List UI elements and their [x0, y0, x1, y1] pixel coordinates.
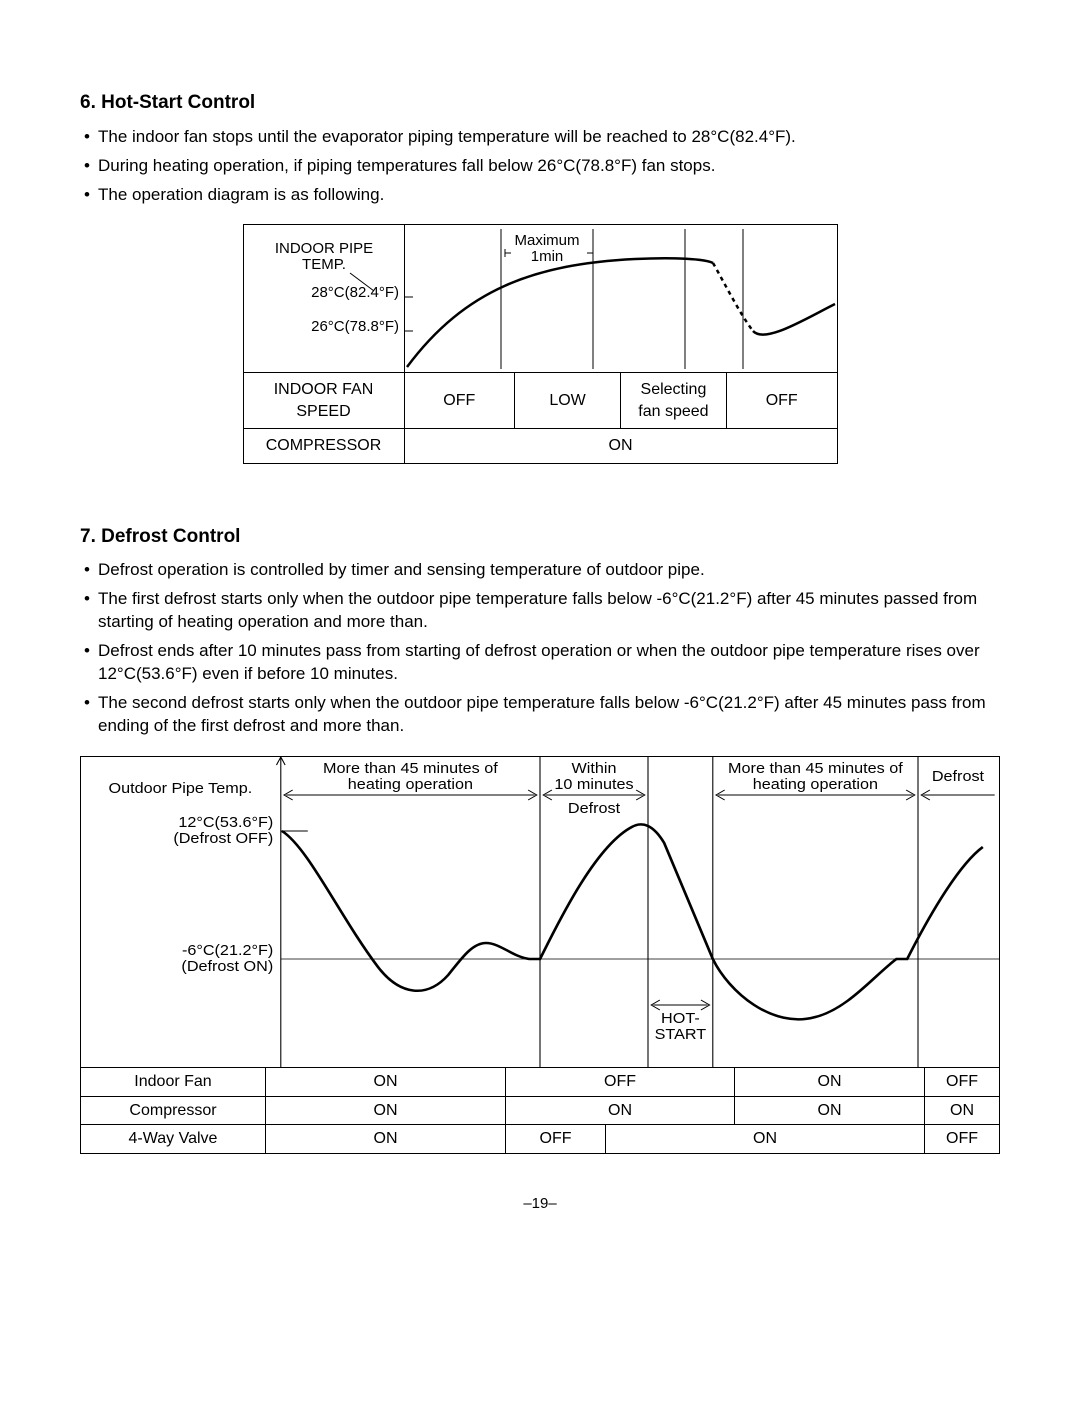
- svg-text:More than 45 minutes of: More than 45 minutes of: [323, 761, 498, 777]
- svg-text:heating operation: heating operation: [348, 777, 473, 793]
- cell: OFF: [925, 1068, 1000, 1097]
- svg-text:More than 45 minutes of: More than 45 minutes of: [728, 761, 903, 777]
- svg-text:Defrost: Defrost: [568, 801, 621, 817]
- bullet: The operation diagram is as following.: [80, 184, 1000, 207]
- fan-speed-3: OFF: [726, 373, 837, 429]
- hotstart-label-col: INDOOR PIPE TEMP. 28°C(82.4°F) 26°C(78.8…: [243, 225, 404, 373]
- svg-text:Defrost: Defrost: [932, 769, 985, 785]
- fan-speed-label: INDOOR FAN SPEED: [243, 373, 404, 429]
- row-label: Compressor: [81, 1096, 266, 1125]
- section7-title: 7. Defrost Control: [80, 524, 1000, 550]
- bullet: Defrost operation is controlled by timer…: [80, 559, 1000, 582]
- temp-lo-b: (Defrost ON): [181, 959, 273, 975]
- page-number: –19–: [80, 1194, 1000, 1214]
- compressor-val: ON: [404, 429, 837, 464]
- compressor-label: COMPRESSOR: [243, 429, 404, 464]
- svg-text:START: START: [655, 1027, 707, 1043]
- defrost-diagram: Outdoor Pipe Temp. 12°C(53.6°F) (Defrost…: [80, 756, 1000, 1154]
- section6-bullets: The indoor fan stops until the evaporato…: [80, 126, 1000, 207]
- max-label-1: Maximum: [514, 232, 579, 249]
- bullet: The indoor fan stops until the evaporato…: [80, 126, 1000, 149]
- cell: ON: [266, 1096, 506, 1125]
- curve-solid: [407, 258, 713, 367]
- indoor-pipe-label2: TEMP.: [302, 256, 346, 273]
- cell: OFF: [925, 1125, 1000, 1154]
- cell: ON: [506, 1096, 735, 1125]
- cell: ON: [735, 1096, 925, 1125]
- row-label: Indoor Fan: [81, 1068, 266, 1097]
- temp-hi: 28°C(82.4°F): [311, 284, 399, 301]
- bullet: The second defrost starts only when the …: [80, 692, 1000, 738]
- row-4way-valve: 4-Way Valve ON OFF ON OFF: [81, 1125, 1000, 1154]
- max-label-2: 1min: [530, 248, 563, 265]
- bullet: During heating operation, if piping temp…: [80, 155, 1000, 178]
- cell: OFF: [506, 1125, 606, 1154]
- svg-text:Within: Within: [571, 761, 616, 777]
- outdoor-pipe-label: Outdoor Pipe Temp.: [108, 781, 252, 797]
- hotstart-diagram: INDOOR PIPE TEMP. 28°C(82.4°F) 26°C(78.8…: [243, 224, 838, 463]
- row-indoor-fan: Indoor Fan ON OFF ON OFF: [81, 1068, 1000, 1097]
- row-compressor: Compressor ON ON ON ON: [81, 1096, 1000, 1125]
- temp-lo: 26°C(78.8°F): [311, 318, 399, 335]
- temp-lo-a: -6°C(21.2°F): [182, 943, 273, 959]
- cell: ON: [735, 1068, 925, 1097]
- svg-text:HOT-: HOT-: [661, 1011, 700, 1027]
- indoor-pipe-label: INDOOR PIPE: [274, 240, 372, 257]
- row-label: 4-Way Valve: [81, 1125, 266, 1154]
- fan-speed-1: LOW: [515, 373, 621, 429]
- curve-dashed: [713, 263, 753, 331]
- defrost-chart-svg: Outdoor Pipe Temp. 12°C(53.6°F) (Defrost…: [81, 757, 999, 1067]
- fan-speed-2: Selecting fan speed: [620, 373, 726, 429]
- cell: OFF: [506, 1068, 735, 1097]
- svg-text:heating operation: heating operation: [753, 777, 878, 793]
- defrost-chart-cell: Outdoor Pipe Temp. 12°C(53.6°F) (Defrost…: [81, 757, 1000, 1068]
- cell: ON: [266, 1125, 506, 1154]
- cell: ON: [266, 1068, 506, 1097]
- fan-speed-0: OFF: [404, 373, 515, 429]
- hot-start-label: HOT- START: [651, 1000, 709, 1043]
- temp-hi-a: 12°C(53.6°F): [178, 815, 273, 831]
- hotstart-curve-cell: Maximum 1min: [404, 225, 837, 373]
- cell: ON: [606, 1125, 925, 1154]
- curve-solid2: [753, 304, 835, 335]
- hotstart-label-svg: INDOOR PIPE TEMP. 28°C(82.4°F) 26°C(78.8…: [244, 225, 404, 365]
- section6-title: 6. Hot-Start Control: [80, 90, 1000, 116]
- svg-text:10 minutes: 10 minutes: [554, 777, 633, 793]
- defrost-curve: [282, 824, 983, 1019]
- cell: ON: [925, 1096, 1000, 1125]
- section7-bullets: Defrost operation is controlled by timer…: [80, 559, 1000, 738]
- hotstart-curve-svg: Maximum 1min: [405, 229, 837, 369]
- temp-hi-b: (Defrost OFF): [173, 831, 273, 847]
- bullet: Defrost ends after 10 minutes pass from …: [80, 640, 1000, 686]
- bullet: The first defrost starts only when the o…: [80, 588, 1000, 634]
